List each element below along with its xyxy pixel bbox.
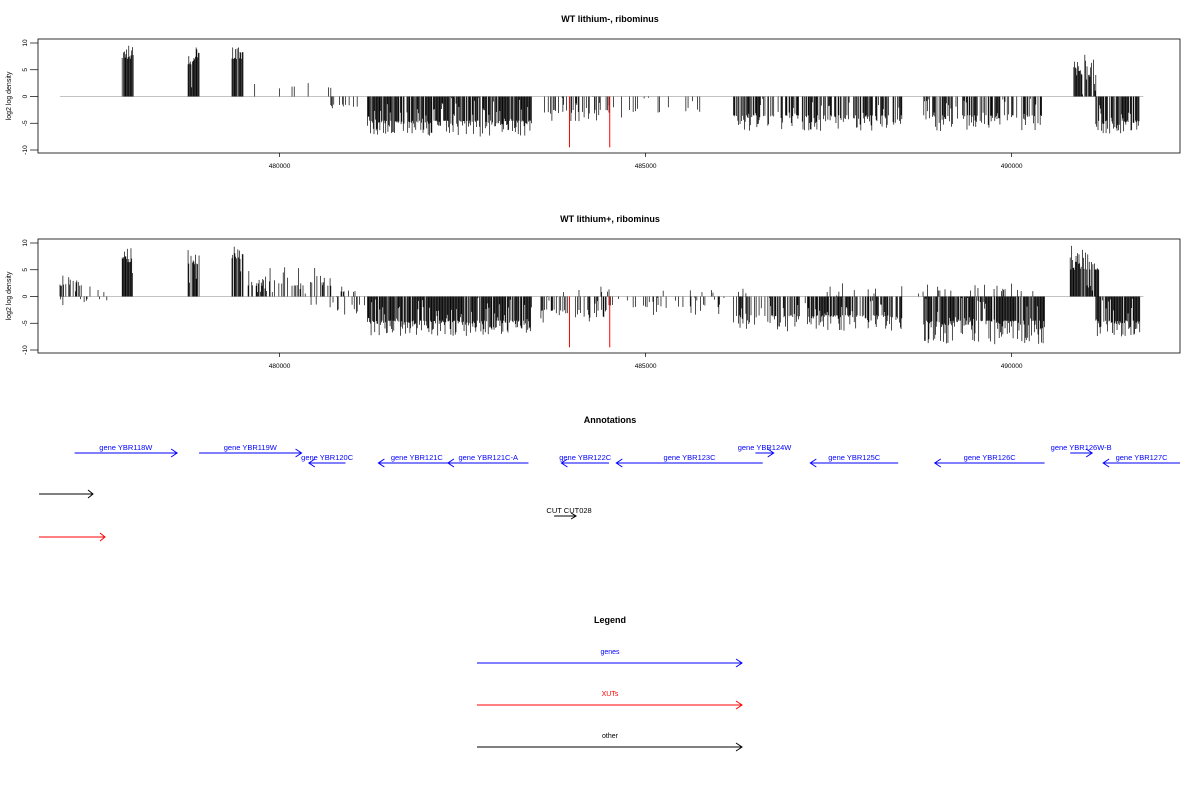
y-tick-label: 0: [22, 294, 29, 298]
gene-label: gene YBR126C: [964, 453, 1017, 462]
y-axis: -10 -5 0 5 10: [22, 39, 38, 155]
track-panel-lithium-minus: WT lithium-, ribominus log2 log density …: [6, 14, 1181, 170]
y-tick-label: 0: [22, 94, 29, 98]
signal-bars: [59, 245, 1144, 348]
other-feature-arrows: CUT CUT028: [546, 506, 592, 520]
arrowhead-icon: [560, 458, 568, 468]
gene-feature: gene YBR122C: [559, 453, 612, 468]
x-tick-label: 490000: [1001, 163, 1023, 170]
x-axis: 480000 485000 490000: [269, 353, 1023, 370]
gene-label: gene YBR119W: [224, 443, 278, 452]
y-axis-label: log2 log density: [6, 71, 13, 120]
arrowhead-icon: [933, 458, 942, 468]
x-tick-label: 485000: [635, 363, 657, 370]
annotations-track: Annotations gene YBR118W gene YBR119Wgene…: [39, 415, 1180, 542]
gene-feature: gene YBR126W-B: [1051, 443, 1112, 458]
gene-label: gene YBR127C: [1116, 453, 1169, 462]
y-tick-label: 5: [22, 268, 29, 272]
y-tick-label: -5: [22, 320, 29, 326]
gene-feature: gene YBR126C: [933, 453, 1045, 468]
y-tick-label: 10: [22, 39, 29, 47]
arrowhead-icon: [809, 458, 817, 468]
gene-label: gene YBR124W: [738, 443, 793, 452]
legend: Legend genes XUTs other: [477, 615, 743, 752]
x-tick-label: 485000: [635, 163, 657, 170]
gene-label: gene YBR123C: [664, 453, 717, 462]
arrowhead-icon: [377, 458, 385, 468]
plot-frame: [37, 38, 1181, 154]
gene-feature: gene YBR121C-A: [447, 453, 529, 468]
gene-feature: gene YBR125C: [809, 453, 899, 468]
arrowhead-icon: [87, 489, 94, 499]
legend-label: other: [602, 733, 619, 740]
other-feature: CUT CUT028: [546, 506, 592, 520]
track-panel-lithium-plus: WT lithium+, ribominus log2 log density …: [6, 214, 1181, 370]
arrowhead-icon: [767, 448, 775, 458]
legend-item: genes: [477, 649, 743, 668]
gene-label: gene YBR125C: [828, 453, 881, 462]
gene-label: gene YBR121C-A: [458, 453, 517, 462]
gene-feature: gene YBR123C: [615, 453, 763, 468]
legend-title: Legend: [594, 615, 626, 625]
gene-feature: gene YBR118W: [74, 443, 178, 458]
feature-label: CUT CUT028: [546, 506, 591, 515]
gene-feature: gene YBR120C: [301, 453, 354, 468]
arrowhead-icon: [615, 458, 623, 468]
signal-bars: [59, 45, 1144, 148]
y-tick-label: -10: [22, 145, 29, 155]
gene-feature: gene YBR121C: [377, 453, 456, 468]
gene-feature: gene YBR119W: [199, 443, 303, 458]
legend-label: genes: [600, 649, 620, 656]
arrowhead-icon: [447, 458, 455, 468]
gene-feature: gene YBR127C: [1102, 453, 1180, 468]
arrowhead-icon: [1102, 458, 1110, 468]
gene-label: gene YBR122C: [559, 453, 612, 462]
y-tick-label: -5: [22, 120, 29, 126]
gene-label: gene YBR118W: [99, 443, 153, 452]
arrowhead-icon: [307, 458, 316, 468]
legend-items: genes XUTs other: [477, 649, 743, 752]
arrowhead-icon: [735, 700, 743, 710]
legend-item: other: [477, 733, 743, 752]
gene-arrows: gene YBR118W gene YBR119W gene YBR120C gene…: [74, 443, 1180, 468]
gene-label: gene YBR126W-B: [1051, 443, 1112, 452]
x-tick-label: 480000: [269, 163, 291, 170]
arrowhead-icon: [570, 512, 578, 520]
track-title-lithium-plus: WT lithium+, ribominus: [560, 214, 660, 224]
gene-label: gene YBR120C: [301, 453, 354, 462]
track-title-lithium-minus: WT lithium-, ribominus: [561, 14, 659, 24]
arrowhead-icon: [735, 742, 743, 752]
gene-feature: gene YBR124W: [738, 443, 793, 458]
legend-label: XUTs: [602, 691, 619, 698]
arrowhead-icon: [295, 448, 303, 458]
arrowhead-icon: [99, 532, 106, 542]
annotations-title: Annotations: [584, 415, 637, 425]
x-tick-label: 480000: [269, 363, 291, 370]
y-tick-label: -10: [22, 345, 29, 355]
x-tick-label: 490000: [1001, 363, 1023, 370]
arrowhead-icon: [1085, 448, 1094, 458]
y-tick-label: 5: [22, 68, 29, 72]
gene-label: gene YBR121C: [391, 453, 444, 462]
legend-item: XUTs: [477, 691, 743, 710]
arrowhead-icon: [735, 658, 743, 668]
x-axis: 480000 485000 490000: [269, 153, 1023, 170]
y-axis: -10 -5 0 5 10: [22, 239, 38, 355]
plot-frame: [37, 238, 1181, 354]
arrowhead-icon: [170, 448, 178, 458]
y-tick-label: 10: [22, 239, 29, 247]
y-axis-label: log2 log density: [6, 271, 13, 320]
